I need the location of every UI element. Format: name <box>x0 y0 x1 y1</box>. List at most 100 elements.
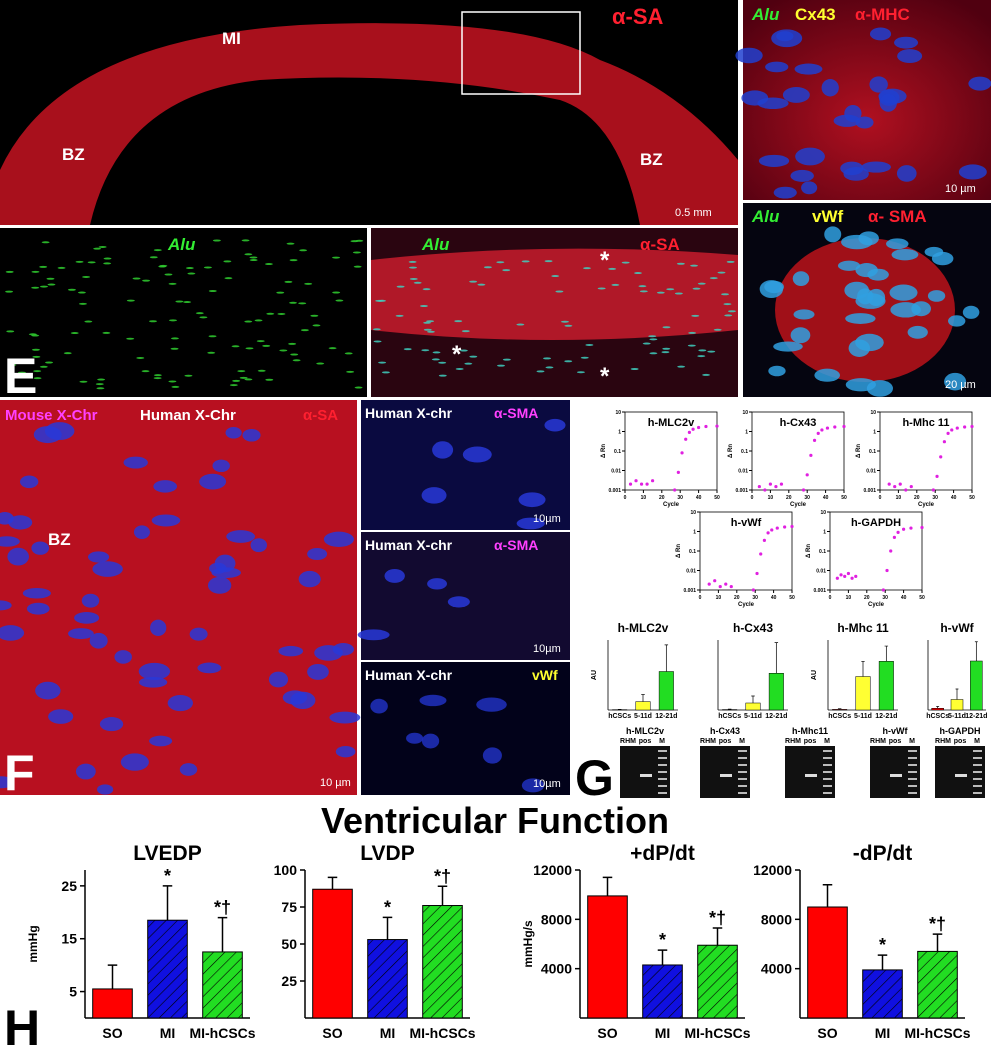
nucleus <box>536 370 545 373</box>
ladder <box>973 771 982 773</box>
nucleus <box>759 280 784 299</box>
nucleus <box>75 260 84 263</box>
nucleus <box>422 288 431 291</box>
nucleus <box>662 326 671 329</box>
nucleus <box>277 312 286 315</box>
nucleus <box>299 249 308 252</box>
hatch <box>147 920 188 1018</box>
nucleus <box>545 366 554 369</box>
error-bar <box>774 642 779 674</box>
x-tick-label: SO <box>102 1025 122 1041</box>
error-bar <box>837 708 842 710</box>
nucleus <box>26 602 50 615</box>
nucleus <box>262 344 271 347</box>
nucleus <box>551 275 560 278</box>
ladder <box>738 778 747 780</box>
nucleus <box>409 266 418 269</box>
x-tick-label: 10 <box>768 495 774 501</box>
y-tick-label: 12000 <box>753 862 792 878</box>
nucleus <box>231 345 240 348</box>
nucleus <box>962 305 980 319</box>
nucleus <box>702 373 711 376</box>
nucleus <box>138 662 171 680</box>
nucleus <box>354 386 363 389</box>
nucleus <box>521 260 530 263</box>
nucleus <box>841 234 873 250</box>
scale-label: 20 µm <box>945 379 976 391</box>
bar-label: * <box>384 897 391 917</box>
y-tick-label: 100 <box>274 862 298 878</box>
data-point <box>762 538 767 542</box>
nucleus <box>126 337 135 340</box>
nucleus <box>74 612 100 624</box>
tissue <box>0 23 738 225</box>
x-tick-label: 30 <box>804 495 810 501</box>
stain-label: Cx43 <box>795 5 836 24</box>
chart-title: -dP/dt <box>853 842 912 865</box>
nucleus <box>103 257 112 260</box>
nucleus <box>102 331 111 334</box>
y-axis-label: AU <box>591 670 598 680</box>
nucleus <box>307 548 328 560</box>
error-bar <box>751 695 755 703</box>
y-tick-label: 1 <box>693 530 696 536</box>
hatch <box>422 905 463 1018</box>
nucleus <box>483 266 492 269</box>
nucleus <box>123 456 148 469</box>
xchr-image <box>0 400 357 795</box>
nucleus <box>211 567 241 579</box>
y-tick-label: 15 <box>61 931 77 947</box>
bar <box>658 671 674 711</box>
nucleus <box>183 301 192 304</box>
nucleus <box>469 355 478 358</box>
chart-title: h-vWf <box>731 517 762 529</box>
nucleus <box>136 356 145 359</box>
chart-title: h-MLC2v <box>648 417 695 429</box>
stain-label: α- SMA <box>868 207 927 226</box>
region-label: BZ <box>48 530 71 549</box>
ladder <box>738 771 747 773</box>
nucleus <box>245 347 254 350</box>
scale-label: 0.5 mm <box>675 207 712 219</box>
nucleus <box>329 711 361 724</box>
nucleus <box>31 541 50 555</box>
ladder <box>658 764 667 766</box>
data-point <box>779 482 784 486</box>
y-tick-label: 0.01 <box>686 569 696 575</box>
vessel <box>775 238 955 382</box>
data-point <box>893 484 897 489</box>
nucleus <box>87 261 96 264</box>
nucleus <box>477 283 486 286</box>
x-tick-label: 0 <box>879 495 882 501</box>
nucleus <box>845 313 876 324</box>
ladder <box>658 750 667 752</box>
nucleus <box>497 364 506 367</box>
nucleus <box>224 277 233 280</box>
nucleus <box>168 380 177 383</box>
bar <box>855 676 871 711</box>
stain-label: α-SA <box>640 235 680 254</box>
nucleus <box>350 240 359 243</box>
nucleus <box>89 632 108 649</box>
y-axis-label: AU <box>811 670 818 680</box>
nucleus <box>692 287 701 290</box>
nucleus <box>33 377 42 380</box>
nucleus <box>153 374 162 377</box>
nucleus <box>423 328 432 331</box>
nucleus <box>958 164 987 180</box>
vwf2-image <box>361 662 570 795</box>
nucleus <box>158 265 167 268</box>
data-point <box>898 482 902 486</box>
ladder <box>823 792 832 794</box>
ladder <box>658 771 667 773</box>
nucleus <box>33 426 62 444</box>
nucleus <box>304 282 313 285</box>
data-point <box>697 425 701 430</box>
chart-title: h-MLC2v <box>618 621 669 635</box>
y-tick-label: 4000 <box>541 961 572 977</box>
x-tick-label: 40 <box>901 595 907 601</box>
data-point <box>950 428 954 432</box>
data-point <box>904 488 908 492</box>
error-bar <box>602 876 613 896</box>
